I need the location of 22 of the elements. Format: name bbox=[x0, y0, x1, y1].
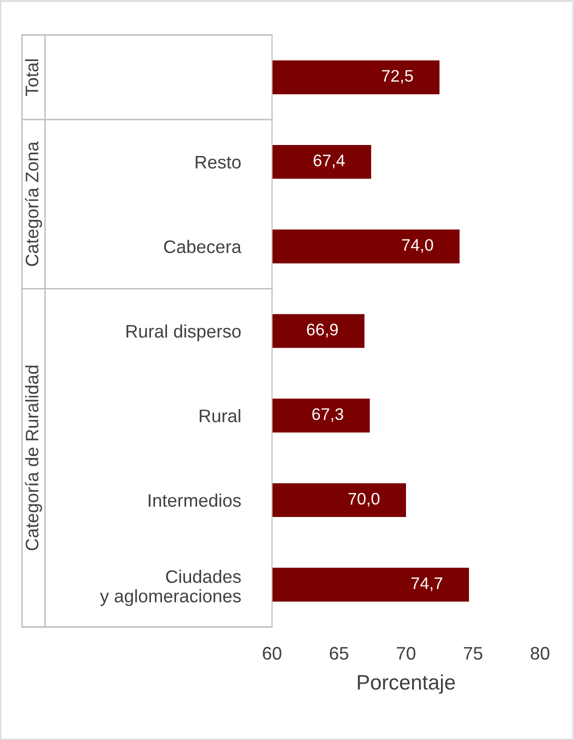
data-label: 66,9 bbox=[306, 324, 338, 338]
x-tick-label: 70 bbox=[396, 646, 416, 660]
data-label: 67,3 bbox=[312, 408, 344, 422]
data-label: 72,5 bbox=[382, 70, 413, 84]
data-label: 74,0 bbox=[402, 239, 434, 253]
y-tick-label: Rural disperso bbox=[126, 324, 241, 342]
x-tick-label: 80 bbox=[530, 646, 550, 660]
y-tick-label: Intermedios bbox=[148, 494, 241, 507]
x-tick-label: 75 bbox=[464, 647, 482, 660]
data-label: 67,4 bbox=[314, 154, 345, 168]
y-tick-label: Ciudades y aglomeraciones bbox=[100, 570, 241, 606]
y-tick-label: Rural bbox=[200, 409, 240, 422]
x-axis-title: Porcentaje bbox=[358, 674, 455, 694]
text: Categoría de Ruralidad bbox=[24, 366, 42, 550]
x-tick-label: 65 bbox=[330, 646, 348, 660]
data-label: 70,0 bbox=[348, 492, 380, 507]
y-tick-label: Cabecera bbox=[164, 240, 242, 254]
x-tick-label: 60 bbox=[262, 646, 282, 660]
y-tick-label: Resto bbox=[196, 156, 241, 169]
data-label: 74,7 bbox=[412, 578, 442, 592]
text: Categoría Zona bbox=[24, 141, 42, 266]
text: Total bbox=[25, 59, 38, 96]
